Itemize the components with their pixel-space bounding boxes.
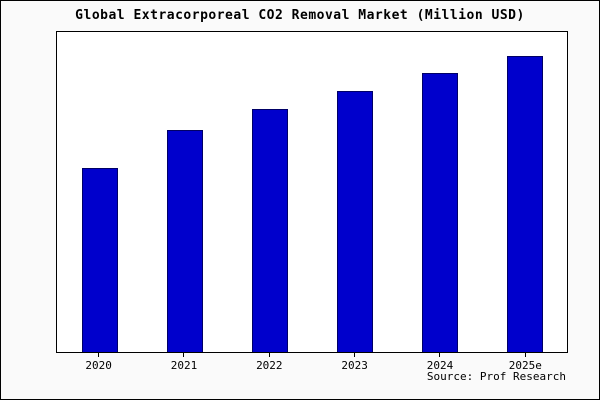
bar-2025e — [506, 55, 543, 352]
tick-mark-icon — [183, 353, 185, 357]
source-credit: Source: Prof Research — [426, 370, 566, 383]
tick-mark-icon — [439, 353, 441, 357]
x-tick-2021: 2021 — [141, 353, 226, 372]
x-tick-2024: 2024 — [397, 353, 482, 372]
bar-2020 — [81, 168, 118, 352]
x-tick-label: 2021 — [170, 359, 198, 372]
chart-title: Global Extracorporeal CO2 Removal Market… — [75, 8, 525, 23]
tick-mark-icon — [524, 353, 526, 357]
bar-slot-2020 — [57, 32, 142, 352]
bar-2022 — [251, 109, 288, 352]
tick-mark-icon — [268, 353, 270, 357]
x-axis-labels: 2020 2021 2022 2023 2024 2025e — [56, 353, 568, 372]
x-tick-label: 2023 — [341, 359, 368, 372]
tick-mark-icon — [354, 353, 356, 357]
bar-slot-2025e — [482, 32, 567, 352]
bar-2023 — [336, 91, 373, 352]
bar-slot-2021 — [142, 32, 227, 352]
tick-mark-icon — [98, 353, 100, 357]
x-tick-2025e: 2025e — [483, 353, 568, 372]
bar-slot-2024 — [397, 32, 482, 352]
x-tick-label: 2020 — [85, 359, 112, 372]
bar-slot-2023 — [312, 32, 397, 352]
x-tick-label: 2024 — [426, 359, 454, 372]
x-tick-2023: 2023 — [312, 353, 397, 372]
bar-2024 — [421, 73, 458, 352]
x-tick-2020: 2020 — [56, 353, 141, 372]
bar-slot-2022 — [227, 32, 312, 352]
x-tick-2022: 2022 — [227, 353, 312, 372]
x-tick-label: 2025e — [508, 359, 542, 372]
x-tick-label: 2022 — [256, 359, 283, 372]
plot-area — [56, 31, 568, 353]
bar-2021 — [166, 129, 203, 352]
